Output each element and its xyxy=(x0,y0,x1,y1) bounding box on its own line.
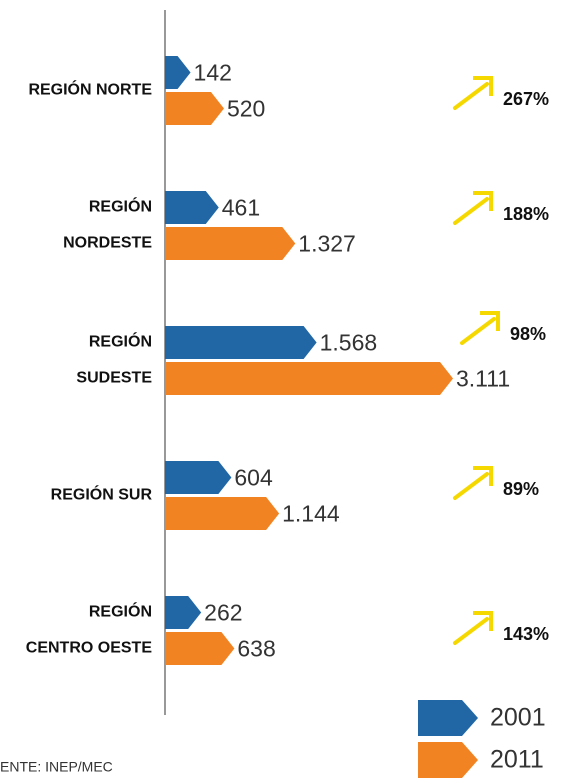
value-label: 142 xyxy=(194,60,232,86)
growth-arrow xyxy=(453,197,489,225)
bar xyxy=(165,92,224,125)
category-label: REGIÓN NORTE xyxy=(28,80,152,99)
bar xyxy=(165,227,296,260)
value-label: 1.568 xyxy=(320,330,378,356)
value-label: 1.327 xyxy=(298,231,356,257)
value-label: 520 xyxy=(227,96,265,122)
value-label: 604 xyxy=(234,465,273,491)
value-label: 3.111 xyxy=(456,366,510,392)
legend-label: 2001 xyxy=(490,704,546,732)
value-label: 1.144 xyxy=(282,501,340,527)
bar xyxy=(165,362,454,395)
growth-arrow-head xyxy=(473,76,493,96)
growth-label: 143% xyxy=(503,624,549,644)
growth-label: 89% xyxy=(503,479,539,499)
growth-arrow-head xyxy=(473,191,493,211)
growth-label: 98% xyxy=(510,324,546,344)
growth-arrow-head xyxy=(480,311,500,331)
category-label: REGIÓN xyxy=(89,332,152,351)
growth-arrow-head xyxy=(473,466,493,486)
growth-arrow xyxy=(453,472,489,500)
growth-arrow xyxy=(460,317,496,345)
bar xyxy=(165,191,219,224)
bar xyxy=(165,56,191,89)
value-label: 461 xyxy=(222,195,260,221)
category-label: REGIÓN SUR xyxy=(51,485,153,504)
category-label: REGIÓN xyxy=(89,197,152,216)
value-label: 638 xyxy=(237,636,275,662)
bar xyxy=(165,497,280,530)
bar xyxy=(165,632,235,665)
legend-label: 2011 xyxy=(490,746,544,774)
category-label: SUDESTE xyxy=(76,370,152,387)
growth-arrow-head xyxy=(473,611,493,631)
growth-arrow xyxy=(453,82,489,110)
legend-swatch xyxy=(418,700,478,736)
category-label: REGIÓN xyxy=(89,602,152,621)
bar xyxy=(165,326,317,359)
value-label: 262 xyxy=(204,600,242,626)
growth-label: 188% xyxy=(503,204,549,224)
category-label: NORDESTE xyxy=(63,235,152,252)
source-note: ENTE: INEP/MEC xyxy=(0,759,113,775)
growth-arrow xyxy=(453,617,489,645)
growth-label: 267% xyxy=(503,89,549,109)
category-label: CENTRO OESTE xyxy=(26,640,153,657)
bar xyxy=(165,461,232,494)
legend-swatch xyxy=(418,742,478,778)
bar xyxy=(165,596,202,629)
